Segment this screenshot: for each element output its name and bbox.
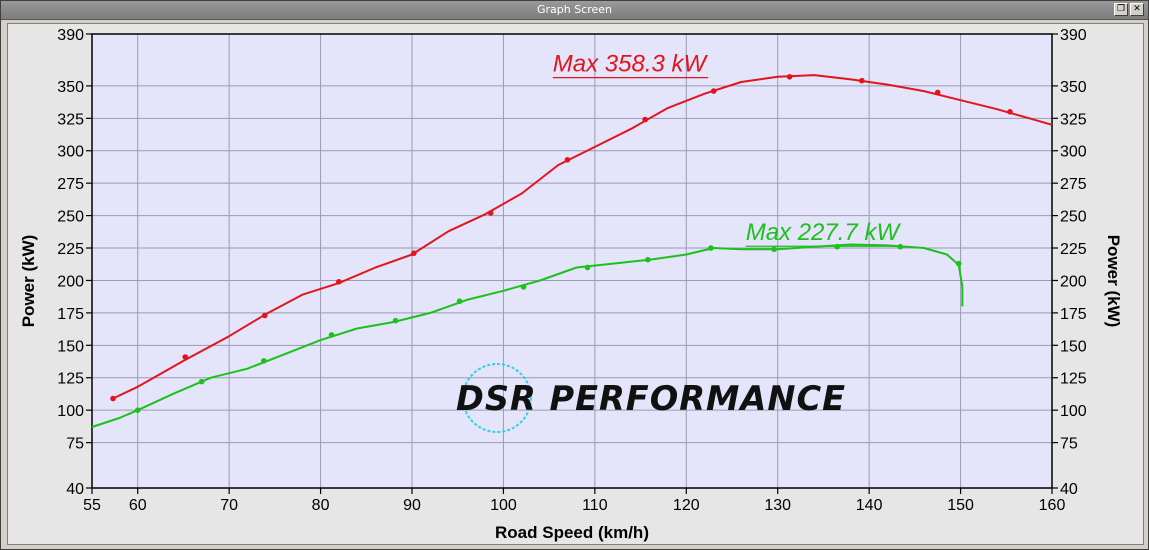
y-tick-label-left: 350 [57, 79, 84, 96]
chart-area: 55 60 70 80 90 100 110 120 130 140 150 160 40 40 75 75 1… [7, 23, 1144, 545]
series-1-point [520, 284, 527, 290]
series-0-point [182, 354, 189, 360]
y-tick-label-left: 200 [57, 273, 84, 290]
series-1-point [645, 256, 651, 263]
series-1-point [708, 245, 714, 251]
dsr-performance-logo: DSR PERFORMANCE [456, 363, 846, 433]
x-tick-label: 160 [1039, 497, 1066, 514]
y-tick-label-right: 325 [1060, 111, 1087, 128]
plot-background [92, 34, 1052, 488]
series-1-point [584, 264, 591, 271]
series-0-point [564, 157, 571, 163]
window-title: Graph Screen [536, 3, 613, 16]
y-tick-label-right: 250 [1060, 209, 1087, 226]
y-tick-label-left: 100 [57, 403, 84, 420]
series-0-point [934, 89, 941, 96]
y-tick-label-right: 225 [1060, 241, 1087, 258]
series-0-point [110, 395, 116, 402]
series-1-point [328, 332, 335, 338]
annotations: Max 358.3 kW Max 227.7 kW [552, 51, 902, 247]
x-tick-label: 100 [490, 497, 517, 514]
y-tick-label-right: 350 [1060, 79, 1087, 96]
x-tick-label: 130 [764, 497, 791, 514]
x-tick-label: 60 [129, 497, 147, 514]
series-0-point [1007, 109, 1013, 115]
series-0-point [710, 88, 717, 94]
x-tick-label: 55 [83, 497, 101, 514]
series-0-point [642, 116, 648, 123]
series-0-line [112, 74, 1053, 400]
y-tick-label-left: 225 [57, 241, 84, 258]
y-axis-label-right: Power (kW) [1104, 235, 1123, 328]
x-tick-label: 120 [673, 497, 700, 514]
y-tick-label-right: 200 [1060, 273, 1087, 290]
x-tick-label: 140 [856, 497, 883, 514]
series-0-point [859, 77, 865, 84]
plot-frame [91, 33, 1053, 489]
y-tick-label-left: 40 [66, 481, 84, 498]
close-icon[interactable]: ✕ [1130, 3, 1144, 16]
y-tick-label-left: 75 [66, 436, 84, 453]
y-axis-label-left: Power (kW) [19, 235, 38, 328]
title-bar[interactable]: Graph Screen ❐ ✕ [1, 1, 1148, 20]
series-0-point [411, 250, 417, 257]
y-tick-label-left: 250 [57, 209, 84, 226]
series-1-point [456, 298, 463, 305]
y-tick-label-right: 100 [1060, 403, 1087, 420]
y-tick-label-right: 40 [1060, 481, 1078, 498]
y-tick-label-left: 150 [57, 338, 84, 355]
series-1-point [392, 317, 399, 324]
restore-icon[interactable]: ❐ [1114, 3, 1128, 16]
series-1-point [134, 407, 141, 413]
x-tick-label: 80 [312, 497, 330, 514]
y-tick-label-left: 275 [57, 176, 84, 193]
y-tick-label-right: 390 [1060, 27, 1087, 44]
y-tick-label-left: 390 [57, 27, 84, 44]
y-tick-label-left: 125 [57, 371, 84, 388]
y-tick-label-right: 275 [1060, 176, 1087, 193]
y-tick-label-left: 300 [57, 144, 84, 161]
y-tick-label-right: 75 [1060, 436, 1078, 453]
series-0-point [262, 312, 268, 319]
x-tick-label: 90 [403, 497, 421, 514]
logo-ring-icon [462, 363, 532, 433]
x-tick-label: 150 [947, 497, 974, 514]
logo-text: DSR PERFORMANCE [456, 379, 846, 419]
series-1-point [771, 246, 777, 253]
x-tick-label: 110 [582, 497, 608, 514]
max-label-1: Max 227.7 kW [746, 219, 902, 246]
max-label-0: Max 358.3 kW [553, 51, 709, 78]
y-tick-label-right: 125 [1060, 371, 1087, 388]
y-tick-label-left: 175 [57, 306, 84, 323]
y-tick-label-right: 175 [1060, 306, 1087, 323]
series-1-point [198, 378, 205, 385]
y-tick-label-right: 150 [1060, 338, 1087, 355]
series-0-point [336, 278, 342, 285]
series-0-point [786, 74, 793, 80]
series-1-point [955, 260, 962, 267]
series-1-point [261, 358, 267, 364]
y-tick-label-right: 300 [1060, 144, 1087, 161]
y-tick-label-left: 325 [57, 111, 84, 128]
x-axis-label: Road Speed (km/h) [495, 523, 649, 542]
x-tick-label: 70 [220, 497, 238, 514]
series-0-point [487, 210, 494, 216]
